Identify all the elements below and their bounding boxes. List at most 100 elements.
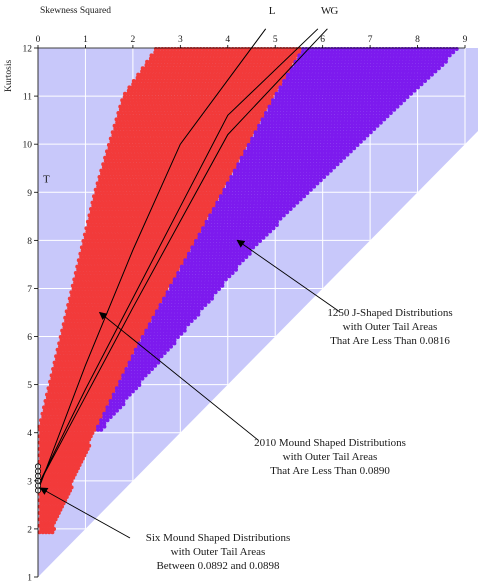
mound-distribution-point — [197, 72, 201, 77]
mound-distribution-point — [146, 149, 151, 154]
mound-distribution-point — [264, 56, 269, 61]
jshaped-distribution-point — [295, 120, 300, 125]
jshaped-distribution-point — [410, 79, 415, 83]
mound-distribution-point — [211, 120, 216, 125]
jshaped-distribution-point — [301, 136, 306, 141]
jshaped-distribution-point — [269, 123, 274, 128]
mound-distribution-point — [139, 91, 143, 96]
jshaped-distribution-point — [415, 53, 420, 58]
jshaped-distribution-point — [375, 69, 380, 74]
jshaped-distribution-point — [263, 114, 268, 119]
jshaped-distribution-point — [359, 120, 364, 125]
jshaped-distribution-point — [299, 98, 304, 103]
jshaped-distribution-point — [332, 159, 337, 163]
jshaped-distribution-point — [317, 79, 322, 83]
jshaped-distribution-point — [246, 159, 250, 163]
mound-distribution-point — [184, 117, 189, 122]
mound-distribution-point — [201, 149, 205, 154]
jshaped-distribution-point — [294, 155, 299, 160]
jshaped-distribution-point — [295, 69, 300, 74]
jshaped-distribution-point — [288, 136, 293, 141]
mound-distribution-point — [108, 149, 113, 154]
mound-distribution-point — [140, 136, 145, 141]
mound-distribution-point — [248, 114, 253, 119]
mound-distribution-point — [178, 53, 183, 58]
jshaped-distribution-point — [379, 98, 384, 103]
mound-distribution-point — [260, 91, 265, 96]
jshaped-distribution-point — [273, 111, 278, 115]
mound-distribution-point — [163, 136, 168, 141]
mound-distribution-point — [230, 50, 235, 55]
jshaped-distribution-point — [340, 130, 344, 135]
jshaped-distribution-point — [305, 127, 309, 131]
jshaped-distribution-point — [383, 98, 387, 103]
jshaped-distribution-point — [336, 75, 341, 80]
mound-distribution-point — [208, 63, 213, 67]
mound-distribution-point — [165, 117, 170, 122]
jshaped-distribution-point — [426, 72, 431, 77]
mound-distribution-point — [188, 85, 193, 90]
mound-distribution-point — [197, 149, 202, 154]
jshaped-distribution-point — [284, 88, 289, 93]
mound-distribution-point — [187, 53, 192, 58]
jshaped-distribution-point — [328, 104, 333, 109]
jshaped-distribution-point — [303, 98, 307, 103]
jshaped-distribution-point — [337, 107, 342, 112]
jshaped-distribution-point — [325, 59, 330, 64]
mound-distribution-point — [152, 56, 157, 61]
jshaped-distribution-point — [296, 101, 301, 106]
jshaped-distribution-point — [325, 98, 330, 103]
jshaped-distribution-point — [309, 98, 314, 103]
jshaped-distribution-point — [278, 159, 282, 163]
jshaped-distribution-point — [379, 69, 383, 74]
jshaped-distribution-point — [338, 95, 343, 99]
mound-distribution-point — [121, 120, 126, 125]
jshaped-distribution-point — [330, 139, 334, 144]
mound-distribution-point — [206, 75, 210, 80]
jshaped-distribution-point — [338, 101, 343, 106]
mound-distribution-point — [198, 82, 203, 87]
mound-distribution-point — [229, 117, 234, 122]
mound-distribution-point — [188, 66, 193, 71]
jshaped-distribution-point — [280, 101, 285, 106]
mound-distribution-point — [224, 123, 229, 128]
jshaped-distribution-point — [295, 130, 300, 135]
jshaped-distribution-point — [331, 95, 336, 99]
mound-distribution-point — [176, 120, 180, 125]
mound-distribution-point — [177, 95, 182, 99]
jshaped-distribution-point — [330, 123, 335, 128]
mound-distribution-point — [166, 152, 171, 157]
jshaped-distribution-point — [277, 104, 282, 109]
jshaped-distribution-point — [299, 107, 304, 112]
mound-distribution-point — [120, 98, 125, 103]
jshaped-distribution-point — [301, 127, 306, 131]
jshaped-distribution-point — [306, 63, 310, 67]
mound-distribution-point — [174, 56, 179, 61]
jshaped-distribution-point — [326, 82, 331, 87]
mound-distribution-point — [246, 104, 251, 109]
jshaped-distribution-point — [289, 114, 294, 119]
jshaped-distribution-point — [336, 136, 341, 141]
mound-distribution-point — [148, 56, 153, 61]
mound-distribution-point — [253, 79, 258, 83]
mound-distribution-point — [199, 95, 204, 99]
mound-distribution-point — [206, 159, 211, 163]
jshaped-distribution-point — [360, 111, 364, 115]
jshaped-distribution-point — [267, 114, 272, 119]
mound-distribution-point — [182, 63, 187, 67]
jshaped-distribution-point — [403, 50, 408, 55]
jshaped-distribution-point — [273, 123, 278, 128]
jshaped-distribution-point — [434, 56, 439, 61]
jshaped-distribution-point — [253, 130, 258, 135]
jshaped-distribution-point — [408, 59, 413, 64]
mound-distribution-point — [144, 120, 148, 125]
mound-distribution-point — [222, 88, 227, 93]
jshaped-distribution-point — [284, 162, 289, 167]
mound-distribution-point — [253, 59, 258, 64]
mound-distribution-point — [162, 162, 166, 167]
mound-distribution-point — [172, 69, 177, 74]
jshaped-distribution-point — [357, 104, 362, 109]
mound-distribution-point — [201, 104, 206, 109]
jshaped-distribution-point — [357, 59, 362, 64]
jshaped-distribution-point — [352, 130, 357, 135]
